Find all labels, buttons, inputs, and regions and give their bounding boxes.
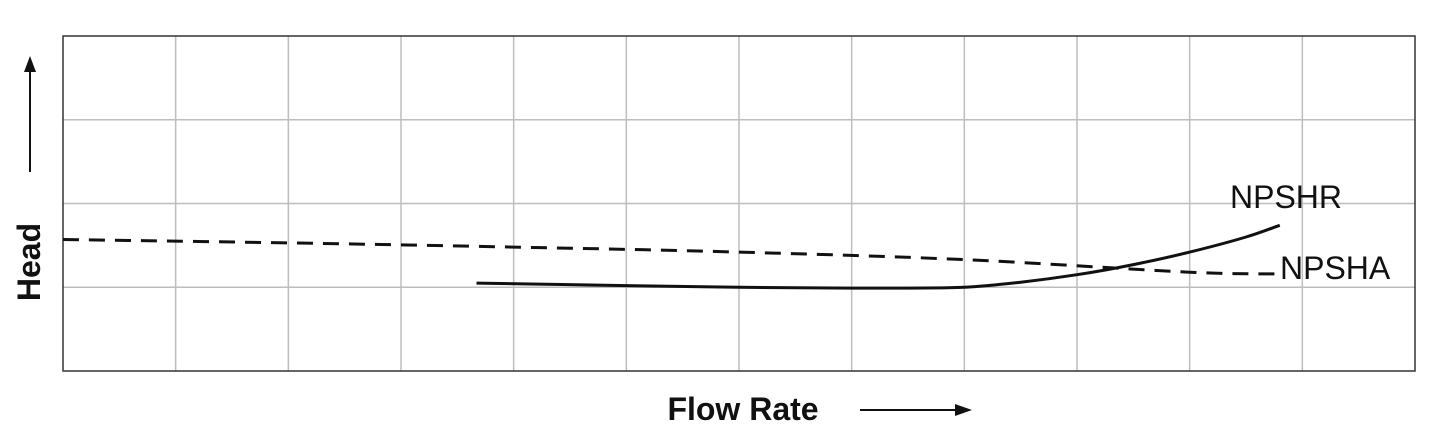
y-axis-title: Head bbox=[11, 223, 47, 301]
series-line-npshr bbox=[476, 223, 1281, 290]
plot-frame bbox=[62, 35, 1416, 372]
x-axis-title: Flow Rate bbox=[667, 391, 818, 427]
x-axis-arrow-icon bbox=[860, 404, 972, 416]
y-axis-arrow-icon bbox=[24, 56, 36, 172]
grid bbox=[63, 36, 1415, 371]
series-line-npsha bbox=[62, 238, 1280, 276]
series-layer bbox=[62, 223, 1281, 290]
series-label-npsha: NPSHA bbox=[1280, 250, 1391, 286]
series-label-npshr: NPSHR bbox=[1230, 179, 1342, 215]
